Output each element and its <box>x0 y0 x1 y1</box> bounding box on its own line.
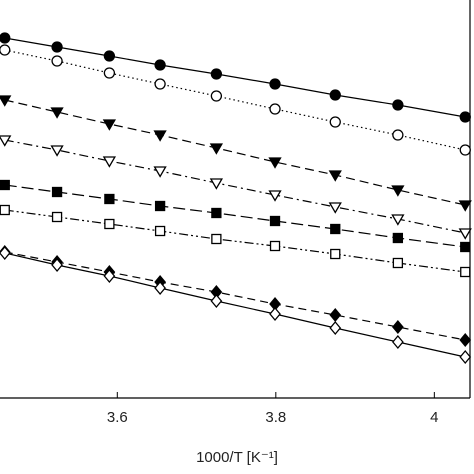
marker <box>210 90 223 102</box>
marker <box>102 119 117 131</box>
marker <box>0 32 11 44</box>
marker <box>153 130 167 142</box>
marker <box>102 156 117 168</box>
marker <box>0 204 10 216</box>
marker <box>392 319 404 335</box>
marker <box>0 95 12 107</box>
marker <box>0 135 12 147</box>
marker <box>392 99 404 111</box>
marker <box>459 144 471 156</box>
marker <box>0 179 10 191</box>
marker <box>154 200 166 212</box>
marker <box>0 44 11 56</box>
marker <box>392 129 404 141</box>
marker <box>269 240 281 252</box>
marker <box>392 257 404 269</box>
marker <box>51 41 63 53</box>
marker <box>330 223 341 235</box>
marker <box>268 190 282 202</box>
marker <box>153 166 167 178</box>
marker <box>209 143 224 155</box>
marker <box>329 89 341 101</box>
marker <box>328 202 342 214</box>
marker <box>104 218 115 230</box>
marker <box>328 170 342 182</box>
marker <box>392 334 404 350</box>
marker <box>329 307 342 323</box>
x-tick-label: 4 <box>430 409 438 426</box>
marker <box>51 55 63 67</box>
marker <box>458 228 472 240</box>
marker <box>329 116 341 128</box>
marker <box>330 248 341 260</box>
marker <box>269 306 281 322</box>
marker <box>211 233 222 245</box>
marker <box>154 225 166 237</box>
marker <box>392 232 404 244</box>
marker <box>460 241 471 253</box>
marker <box>103 67 116 79</box>
marker <box>0 245 11 261</box>
marker <box>460 266 471 278</box>
marker <box>459 111 471 123</box>
marker <box>154 78 166 90</box>
marker <box>459 349 472 365</box>
marker <box>103 50 116 62</box>
marker <box>51 186 63 198</box>
marker <box>459 332 472 348</box>
marker <box>50 107 64 119</box>
marker <box>210 68 223 80</box>
x-tick-label: 3.6 <box>107 409 128 426</box>
marker <box>391 185 405 197</box>
marker <box>269 215 281 227</box>
marker <box>210 293 223 309</box>
marker <box>154 59 166 71</box>
marker <box>268 157 282 169</box>
marker <box>269 78 281 90</box>
marker <box>209 178 224 190</box>
marker <box>104 193 115 205</box>
marker <box>50 145 64 157</box>
marker <box>211 207 222 219</box>
fit-line <box>4 209 466 273</box>
marker <box>51 257 63 273</box>
marker <box>391 214 405 226</box>
x-tick-label: 3.8 <box>265 409 286 426</box>
marker <box>269 103 281 115</box>
x-axis-label: 1000/T [K⁻¹] <box>196 449 278 466</box>
marker <box>103 268 116 284</box>
marker <box>458 200 472 212</box>
marker <box>154 280 166 296</box>
marker <box>51 211 63 223</box>
marker <box>329 320 342 336</box>
